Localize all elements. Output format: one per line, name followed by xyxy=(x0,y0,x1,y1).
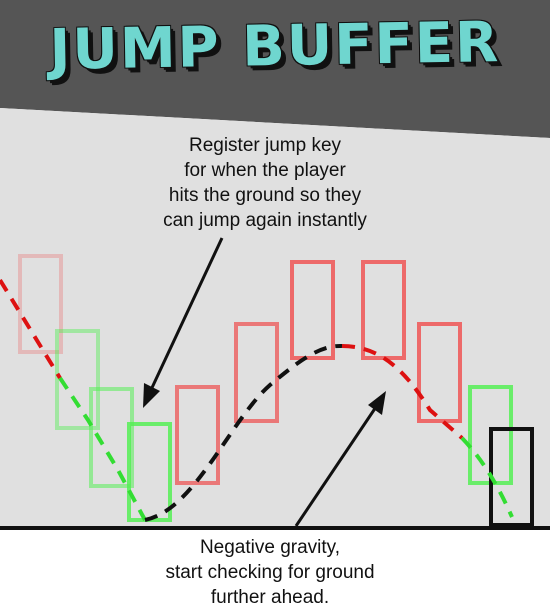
caption-line: for when the player xyxy=(184,160,346,181)
arrowhead-to-apex xyxy=(368,391,386,415)
arrow-to-apex xyxy=(294,403,380,527)
caption-line: can jump again instantly xyxy=(163,210,367,231)
arrow-to-buffer xyxy=(148,237,224,393)
player-box-ground-faded xyxy=(89,387,134,488)
caption-line: Register jump key xyxy=(188,135,342,156)
caption-line: Negative gravity, xyxy=(199,537,341,558)
caption-line: start checking for ground xyxy=(165,562,375,583)
player-box-air xyxy=(234,322,279,423)
trajectory-falling xyxy=(0,278,62,380)
trajectory-jump xyxy=(144,343,343,522)
caption-jump-buffer: Register jump key for when the player hi… xyxy=(120,133,410,233)
player-box-air-faded xyxy=(18,254,63,354)
trajectory-ground-check xyxy=(460,436,514,518)
page-title: JUMP BUFFER xyxy=(49,10,501,83)
trajectory-buffered xyxy=(58,376,147,521)
player-box-air xyxy=(175,385,220,485)
caption-line: further ahead. xyxy=(210,587,330,608)
arrowhead-to-buffer xyxy=(143,383,160,408)
player-box-air xyxy=(361,260,406,360)
player-box-air xyxy=(417,322,462,423)
caption-negative-gravity: Negative gravity, start checking for gro… xyxy=(120,535,420,610)
caption-line: hits the ground so they xyxy=(168,185,362,206)
player-box-air xyxy=(290,260,335,360)
player-box-ground-faded xyxy=(55,329,100,430)
header-band xyxy=(0,0,550,138)
